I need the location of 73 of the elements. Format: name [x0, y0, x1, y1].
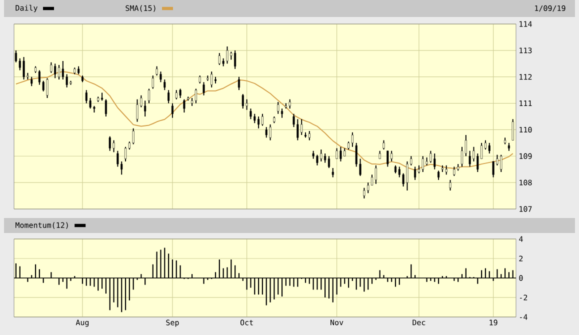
candlestick: [144, 100, 146, 117]
candlestick: [218, 52, 220, 66]
candlestick: [281, 108, 284, 118]
candlestick: [30, 76, 33, 87]
candlestick: [183, 98, 186, 114]
candlestick: [430, 150, 432, 164]
candlestick: [58, 64, 60, 80]
candlestick: [320, 149, 322, 162]
candlestick: [202, 82, 205, 96]
candlestick: [414, 166, 416, 180]
candlestick: [500, 154, 502, 172]
candlestick: [336, 148, 338, 160]
candlestick: [124, 146, 127, 162]
candlestick: [250, 108, 252, 120]
candlestick: [238, 76, 240, 91]
candlestick: [46, 78, 48, 98]
candlestick: [468, 150, 471, 168]
candlestick: [194, 88, 197, 104]
candlestick: [332, 168, 334, 178]
candlestick: [308, 130, 310, 141]
candlestick: [261, 113, 264, 126]
candlestick: [254, 113, 256, 124]
candlestick: [492, 160, 494, 178]
candlestick: [296, 118, 299, 141]
candlestick: [324, 152, 326, 164]
candlestick: [382, 140, 385, 150]
candlestick: [390, 150, 393, 162]
candlestick: [328, 156, 330, 169]
candlestick: [179, 88, 182, 98]
candlestick: [152, 75, 154, 90]
candlestick: [148, 88, 150, 104]
candlestick: [242, 94, 244, 110]
candlestick: [277, 101, 280, 114]
candlestick: [175, 90, 178, 100]
candlestick: [484, 140, 486, 150]
candlestick: [265, 126, 268, 138]
candlestick: [340, 146, 342, 162]
candlestick: [453, 166, 456, 176]
candlestick: [258, 116, 260, 129]
candlestick: [22, 56, 25, 80]
candlestick: [246, 98, 248, 110]
candlestick: [116, 150, 119, 168]
candlestick: [136, 98, 138, 122]
candlestick: [269, 124, 272, 141]
candlestick: [445, 164, 448, 176]
candlestick: [449, 179, 452, 191]
candlestick: [363, 187, 366, 199]
candlestick: [434, 152, 436, 170]
candlestick: [386, 150, 389, 168]
candlestick: [54, 63, 56, 79]
candlestick: [316, 154, 318, 166]
candlestick: [406, 160, 408, 191]
candlestick: [164, 78, 166, 91]
candlestick: [156, 66, 158, 76]
candlestick: [132, 128, 134, 145]
candlestick: [234, 50, 236, 70]
candlestick: [300, 118, 303, 136]
candlestick: [422, 156, 424, 172]
candlestick: [351, 132, 354, 148]
candlestick: [374, 164, 377, 184]
candlestick: [50, 62, 52, 74]
candlestick: [226, 46, 228, 64]
candlestick: [160, 71, 162, 83]
candlestick: [168, 90, 170, 104]
candlestick: [171, 102, 174, 118]
candlestick: [210, 71, 213, 88]
candlestick: [108, 136, 111, 152]
candlestick: [104, 98, 107, 117]
candlestick: [488, 142, 490, 154]
candlestick: [288, 98, 291, 110]
candlestick: [438, 170, 440, 180]
candlestick: [112, 140, 115, 153]
candlestick: [85, 90, 88, 104]
